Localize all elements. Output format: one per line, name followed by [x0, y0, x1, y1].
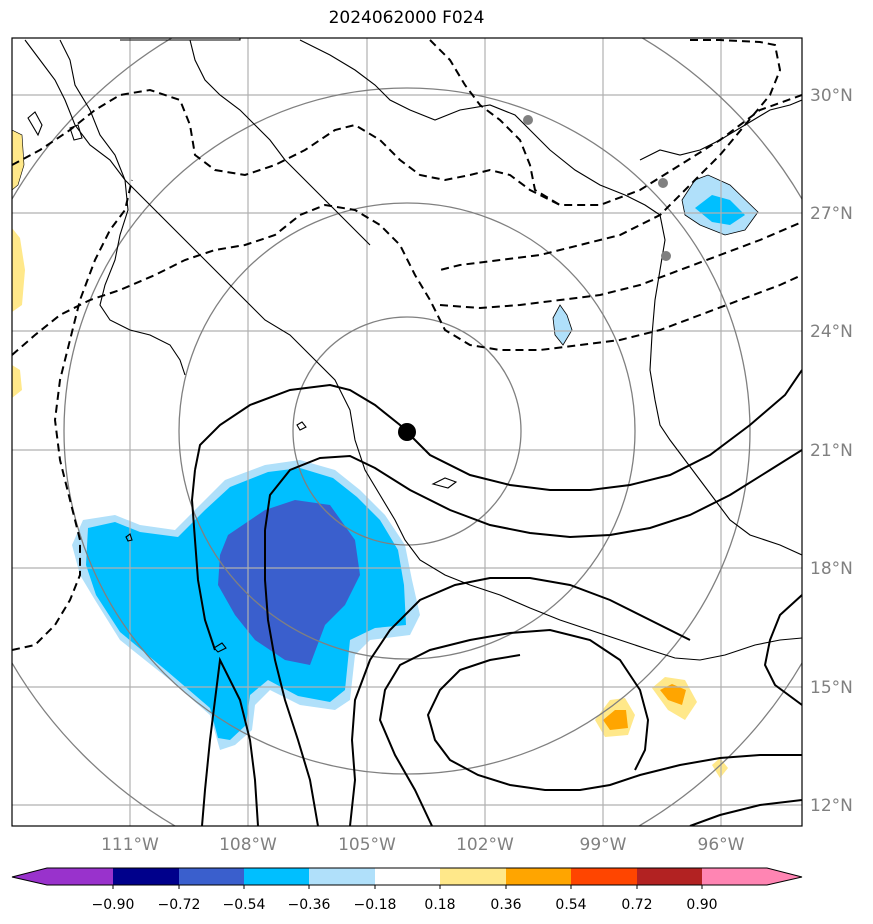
colorbar: −0.90 −0.72 −0.54 −0.36 −0.18 0.18 0.36 … — [11, 867, 803, 913]
colorbar-tick: 0.54 — [555, 897, 586, 913]
lat-label: 15°N — [810, 678, 853, 698]
lat-label: 27°N — [810, 204, 853, 224]
map-title: 2024062000 F024 — [328, 8, 485, 28]
lon-label: 111°W — [101, 835, 159, 855]
negative-anomaly-region — [72, 174, 759, 750]
colorbar-segment — [309, 868, 375, 885]
station-markers — [523, 115, 671, 261]
station-dot — [661, 251, 671, 261]
lat-label: 12°N — [810, 796, 853, 816]
colorbar-tick: −0.18 — [354, 897, 397, 913]
colorbar-segment — [244, 868, 309, 885]
lat-label: 18°N — [810, 559, 853, 579]
lon-label: 96°W — [698, 835, 745, 855]
lon-label: 105°W — [338, 835, 396, 855]
colorbar-tick: 0.18 — [424, 897, 455, 913]
colorbar-segment — [113, 868, 179, 885]
plot-frame — [11, 37, 803, 827]
colorbar-tick: −0.36 — [288, 897, 331, 913]
colorbar-tick: −0.90 — [92, 897, 135, 913]
colorbar-segment — [571, 868, 637, 885]
colorbar-segment — [47, 868, 113, 885]
station-dot — [523, 115, 533, 125]
colorbar-extend-left — [12, 868, 47, 885]
colorbar-tick: −0.72 — [158, 897, 201, 913]
lat-label: 30°N — [810, 86, 853, 106]
longitude-labels: 111°W 108°W 105°W 102°W 99°W 96°W — [101, 835, 745, 855]
solid-contours — [190, 369, 802, 826]
colorbar-tick: 0.36 — [490, 897, 521, 913]
colorbar-segment — [506, 868, 571, 885]
latitude-labels: 30°N 27°N 24°N 21°N 18°N 15°N 12°N — [810, 86, 853, 816]
colorbar-segment — [375, 868, 440, 885]
lat-label: 24°N — [810, 322, 853, 342]
lon-label: 108°W — [219, 835, 277, 855]
lon-label: 102°W — [456, 835, 514, 855]
dashed-contours — [12, 39, 802, 651]
storm-center-dot — [398, 423, 416, 441]
positive-anomaly-region — [12, 129, 728, 778]
lat-label: 21°N — [810, 441, 853, 461]
colorbar-segment — [440, 868, 506, 885]
colorbar-segment — [179, 868, 244, 885]
colorbar-tick: 0.72 — [621, 897, 652, 913]
colorbar-extend-right — [702, 868, 802, 885]
graticule — [12, 38, 802, 826]
colorbar-tick: 0.90 — [686, 897, 717, 913]
colorbar-segment — [637, 868, 702, 885]
colorbar-tick: −0.54 — [223, 897, 266, 913]
station-dot — [658, 178, 668, 188]
lon-label: 99°W — [580, 835, 627, 855]
